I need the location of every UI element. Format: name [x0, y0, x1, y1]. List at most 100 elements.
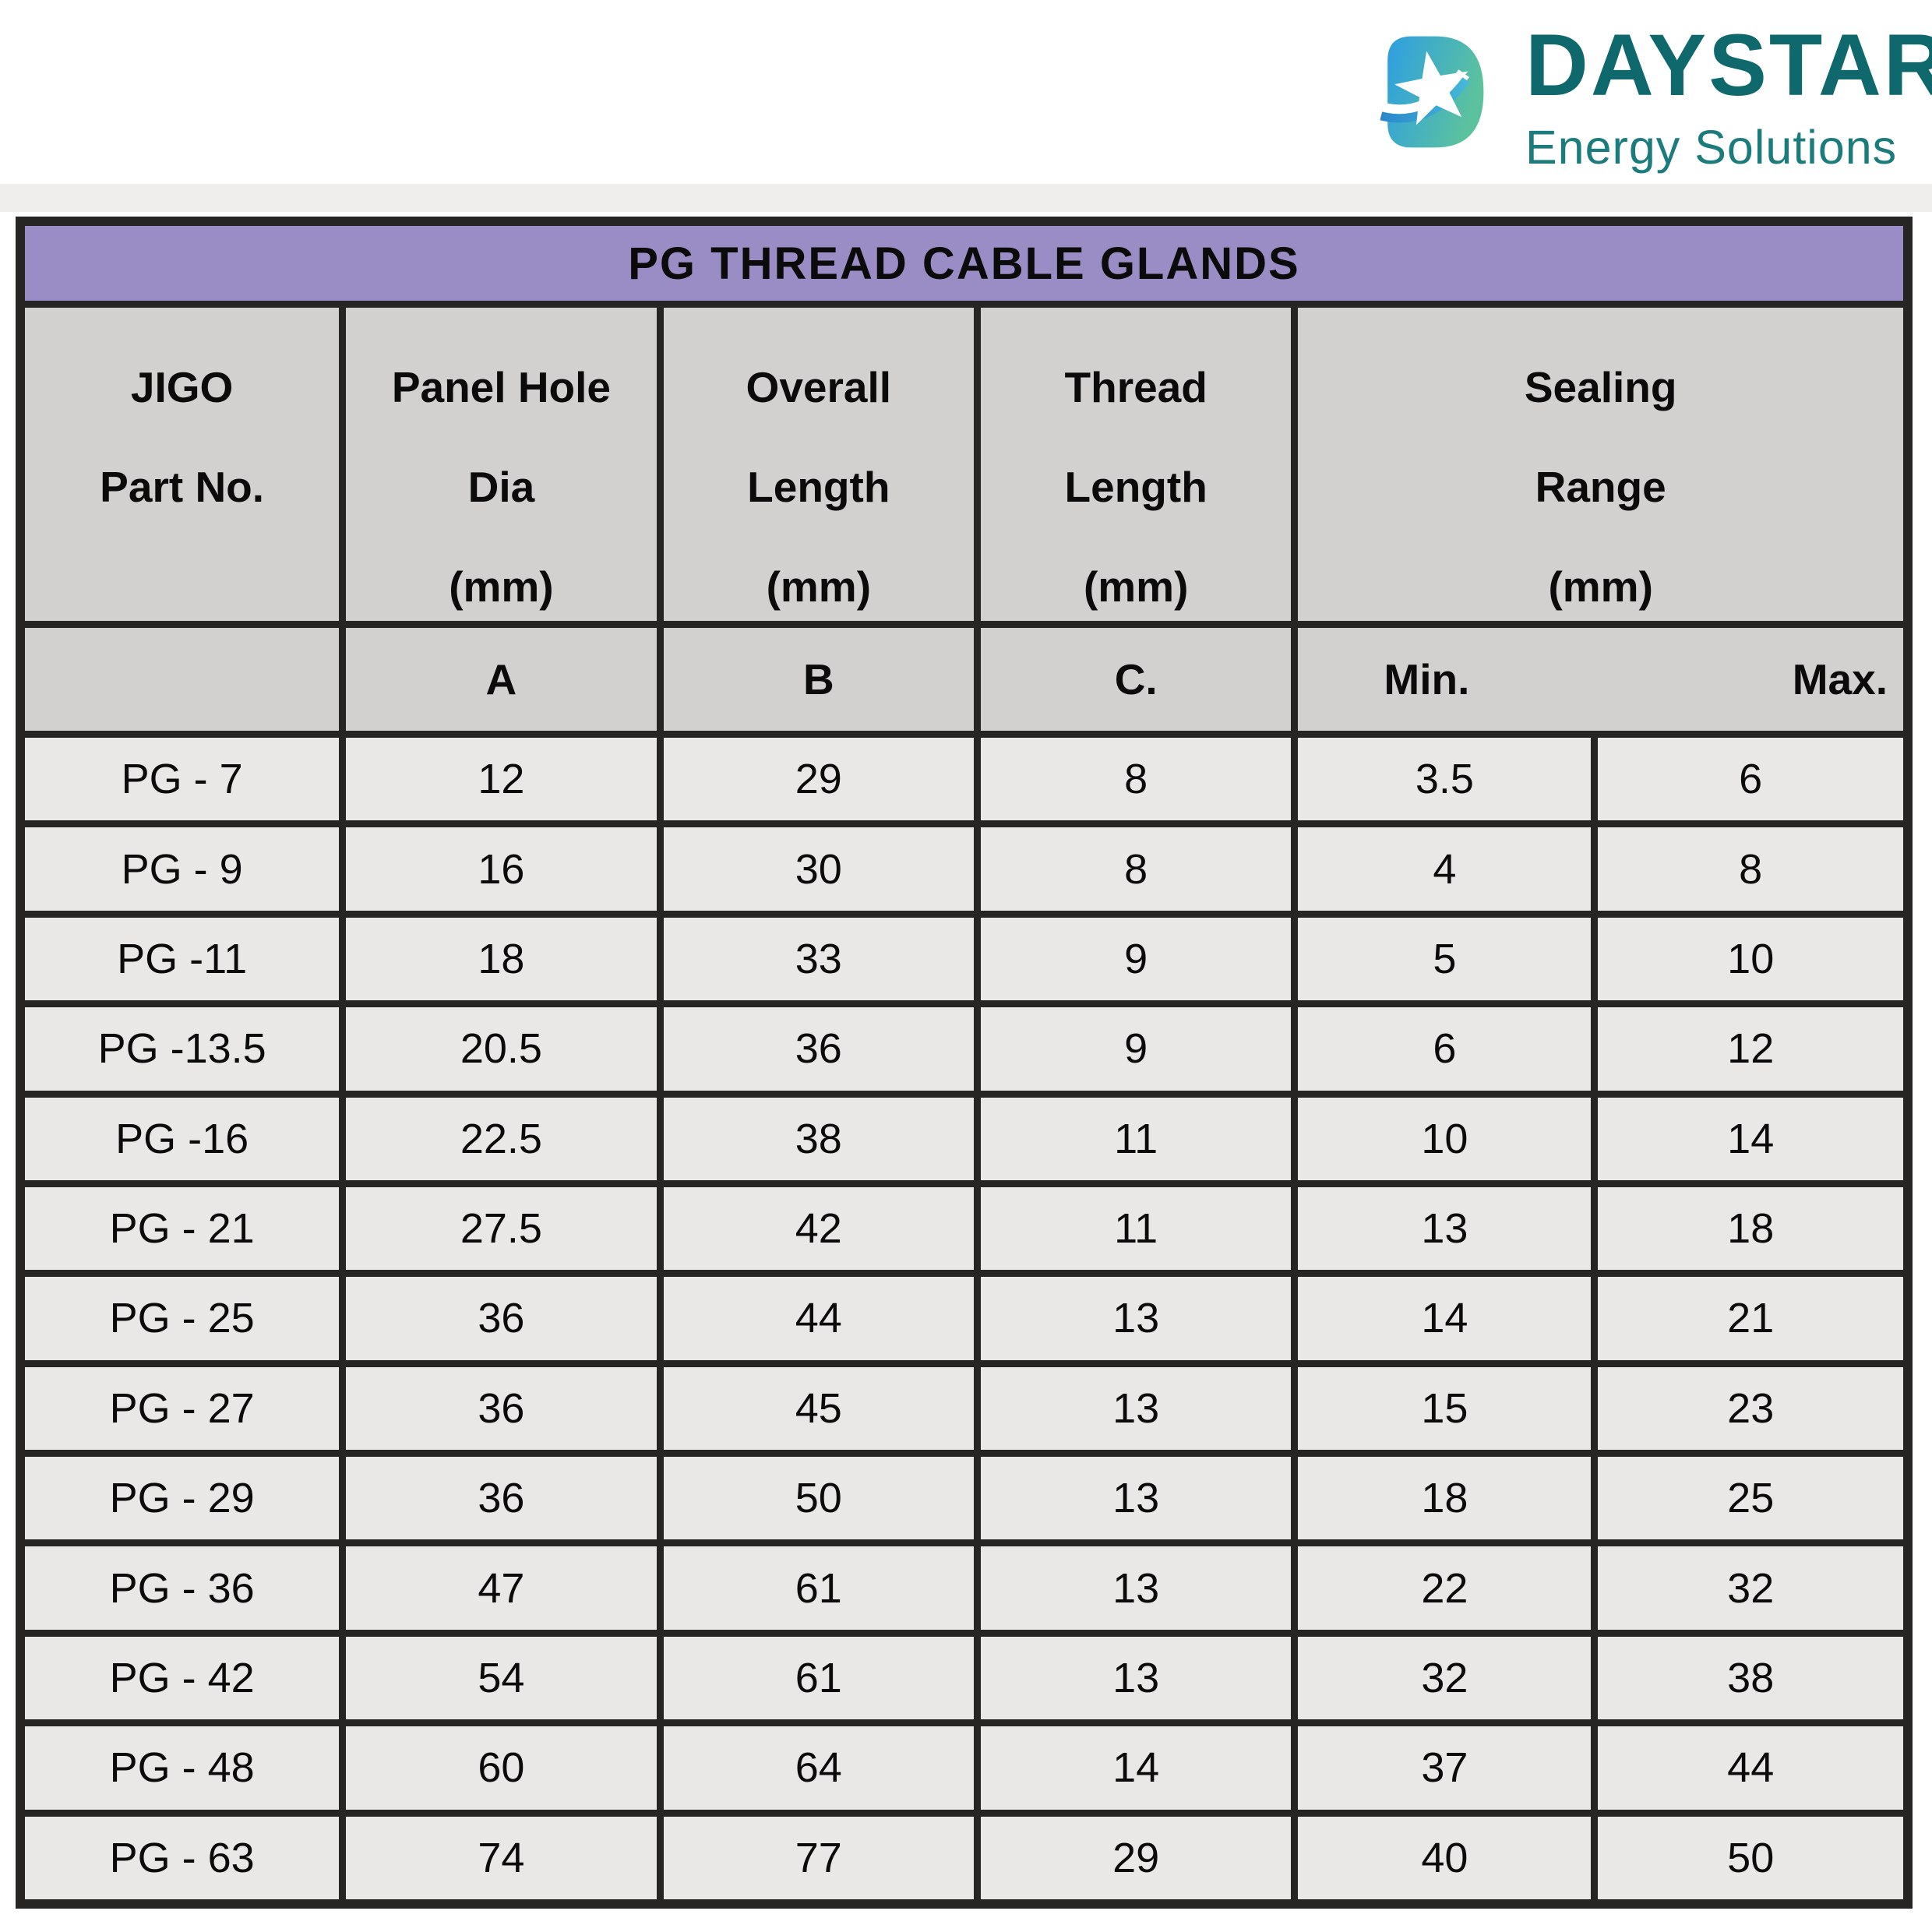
- pg-thread-cable-glands-table: PG THREAD CABLE GLANDS JIGO Part No. Panel…: [16, 217, 1913, 1909]
- value-cell-thread_length: 29: [981, 1816, 1292, 1899]
- column-header-4: Sealing Range (mm): [1298, 308, 1903, 621]
- value-cell-overall_length: 61: [663, 1636, 974, 1720]
- value-cell-seal_min: 10: [1298, 1097, 1592, 1180]
- part-number-cell: PG - 48: [25, 1726, 340, 1810]
- brand-tagline: Energy Solutions: [1525, 121, 1898, 174]
- value-cell-overall_length: 33: [663, 917, 974, 1001]
- value-cell-thread_length: 8: [981, 738, 1292, 821]
- value-cell-seal_max: 38: [1598, 1636, 1903, 1720]
- value-cell-panel_hole_dia: 12: [346, 738, 657, 821]
- value-cell-seal_max: 21: [1598, 1277, 1903, 1360]
- value-cell-thread_length: 13: [981, 1277, 1292, 1360]
- value-cell-thread_length: 13: [981, 1546, 1292, 1630]
- part-number-cell: PG - 25: [25, 1277, 340, 1360]
- value-cell-thread_length: 13: [981, 1457, 1292, 1540]
- value-cell-seal_min: 18: [1298, 1457, 1592, 1540]
- value-cell-thread_length: 9: [981, 1007, 1292, 1091]
- subheader-blank: [25, 628, 340, 731]
- value-cell-seal_min: 4: [1298, 827, 1592, 911]
- value-cell-panel_hole_dia: 16: [346, 827, 657, 911]
- value-cell-panel_hole_dia: 18: [346, 917, 657, 1001]
- value-cell-overall_length: 36: [663, 1007, 974, 1091]
- column-header-line: (mm): [449, 562, 554, 611]
- value-cell-overall_length: 61: [663, 1546, 974, 1630]
- column-header-line: Length: [747, 463, 890, 511]
- value-cell-seal_max: 14: [1598, 1097, 1903, 1180]
- value-cell-seal_min: 40: [1298, 1816, 1592, 1899]
- value-cell-overall_length: 64: [663, 1726, 974, 1810]
- value-cell-seal_min: 22: [1298, 1546, 1592, 1630]
- column-header-line: Sealing: [1524, 363, 1677, 411]
- value-cell-seal_max: 10: [1598, 917, 1903, 1001]
- value-cell-panel_hole_dia: 36: [346, 1277, 657, 1360]
- value-cell-thread_length: 8: [981, 827, 1292, 911]
- value-cell-seal_max: 12: [1598, 1007, 1903, 1091]
- column-header-line: (mm): [1083, 562, 1189, 611]
- value-cell-overall_length: 50: [663, 1457, 974, 1540]
- value-cell-thread_length: 14: [981, 1726, 1292, 1810]
- part-number-cell: PG -16: [25, 1097, 340, 1180]
- value-cell-panel_hole_dia: 20.5: [346, 1007, 657, 1091]
- value-cell-panel_hole_dia: 36: [346, 1457, 657, 1540]
- subheader-max: Max.: [1792, 655, 1888, 703]
- value-cell-panel_hole_dia: 74: [346, 1816, 657, 1899]
- part-number-cell: PG - 42: [25, 1636, 340, 1720]
- column-header-line: (mm): [766, 562, 872, 611]
- column-header-line: Range: [1535, 463, 1666, 511]
- value-cell-seal_max: 6: [1598, 738, 1903, 821]
- column-header-line: Panel Hole: [391, 363, 612, 411]
- part-number-cell: PG - 9: [25, 827, 340, 911]
- subheader-A: A: [346, 628, 657, 731]
- value-cell-overall_length: 45: [663, 1366, 974, 1451]
- brand-text-block: DAYSTAR Energy Solutions: [1525, 22, 1932, 175]
- scan-artifact-band: [0, 184, 1932, 212]
- value-cell-panel_hole_dia: 27.5: [346, 1186, 657, 1271]
- value-cell-thread_length: 13: [981, 1366, 1292, 1451]
- value-cell-seal_max: 50: [1598, 1816, 1903, 1899]
- value-cell-seal_min: 6: [1298, 1007, 1592, 1091]
- part-number-cell: PG - 21: [25, 1186, 340, 1271]
- daystar-star-icon: [1379, 36, 1484, 148]
- part-number-cell: PG - 63: [25, 1816, 340, 1899]
- value-cell-overall_length: 42: [663, 1186, 974, 1271]
- value-cell-seal_max: 32: [1598, 1546, 1903, 1630]
- subheader-min-max: Min. Max.: [1298, 628, 1903, 731]
- column-header-line: JIGO: [130, 363, 234, 411]
- subheader-B: B: [663, 628, 974, 731]
- value-cell-overall_length: 77: [663, 1816, 974, 1899]
- value-cell-panel_hole_dia: 60: [346, 1726, 657, 1810]
- column-header-line: Overall: [746, 363, 892, 411]
- value-cell-overall_length: 29: [663, 738, 974, 821]
- part-number-cell: PG -13.5: [25, 1007, 340, 1091]
- part-number-cell: PG - 29: [25, 1457, 340, 1540]
- value-cell-seal_max: 44: [1598, 1726, 1903, 1810]
- value-cell-seal_min: 3.5: [1298, 738, 1592, 821]
- column-header-line: Dia: [467, 463, 535, 511]
- value-cell-seal_min: 13: [1298, 1186, 1592, 1271]
- value-cell-overall_length: 44: [663, 1277, 974, 1360]
- subheader-min: Min.: [1384, 655, 1470, 703]
- column-header-line: Thread: [1064, 363, 1208, 411]
- value-cell-seal_max: 25: [1598, 1457, 1903, 1540]
- value-cell-thread_length: 13: [981, 1636, 1292, 1720]
- value-cell-thread_length: 11: [981, 1097, 1292, 1180]
- column-header-line: Length: [1064, 463, 1208, 511]
- value-cell-panel_hole_dia: 54: [346, 1636, 657, 1720]
- column-header-1: Panel Hole Dia (mm): [346, 308, 657, 621]
- part-number-cell: PG - 27: [25, 1366, 340, 1451]
- column-header-3: Thread Length (mm): [981, 308, 1292, 621]
- value-cell-thread_length: 11: [981, 1186, 1292, 1271]
- column-header-line: Part No.: [100, 463, 265, 511]
- value-cell-thread_length: 9: [981, 917, 1292, 1001]
- value-cell-overall_length: 30: [663, 827, 974, 911]
- column-header-line: (mm): [1548, 562, 1653, 611]
- part-number-cell: PG - 7: [25, 738, 340, 821]
- value-cell-seal_max: 8: [1598, 827, 1903, 911]
- value-cell-seal_min: 5: [1298, 917, 1592, 1001]
- value-cell-seal_min: 14: [1298, 1277, 1592, 1360]
- column-header-2: Overall Length (mm): [663, 308, 974, 621]
- table-title: PG THREAD CABLE GLANDS: [25, 226, 1903, 301]
- part-number-cell: PG - 36: [25, 1546, 340, 1630]
- value-cell-overall_length: 38: [663, 1097, 974, 1180]
